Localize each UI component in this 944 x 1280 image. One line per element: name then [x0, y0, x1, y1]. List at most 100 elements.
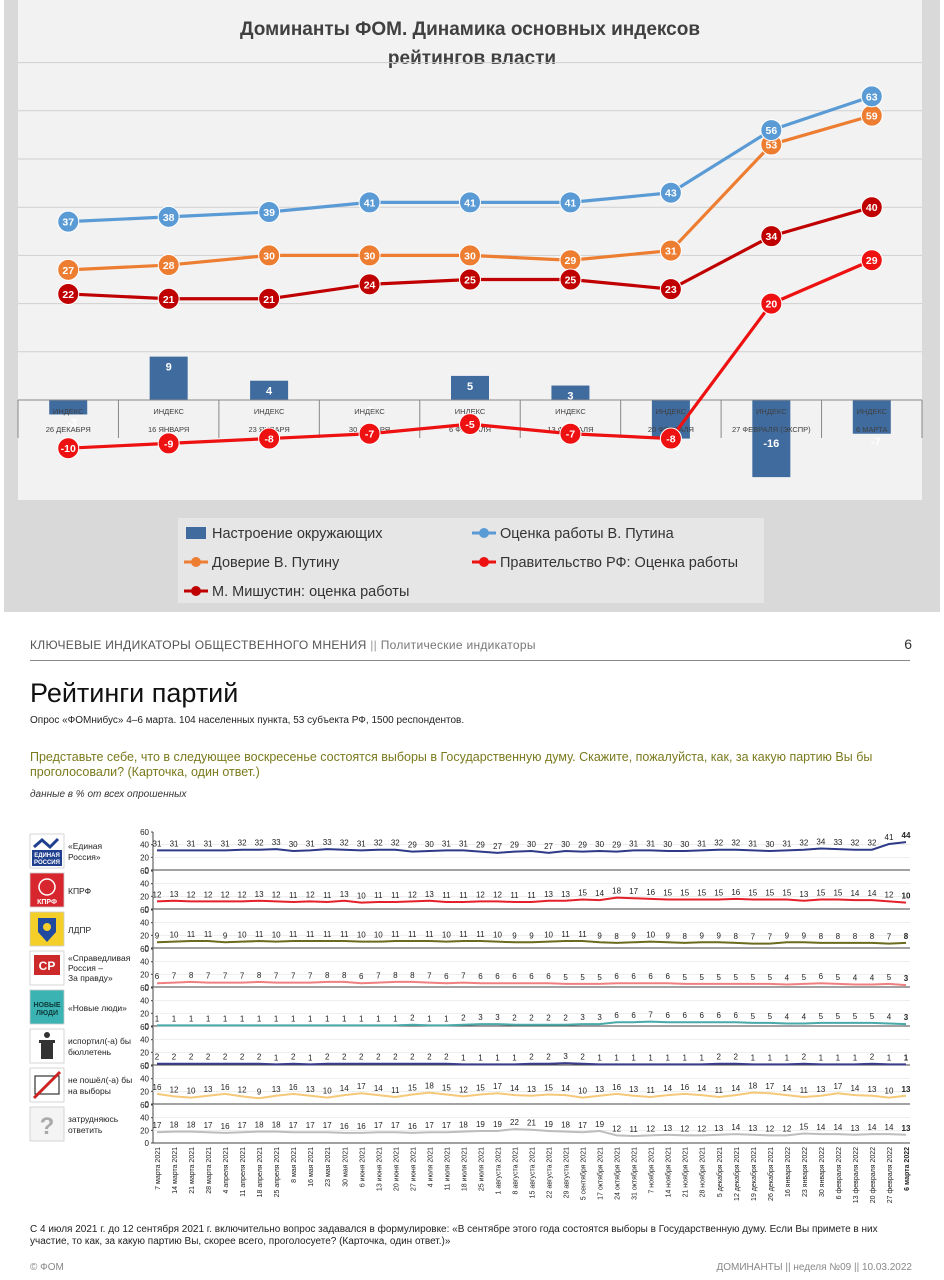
line-point	[559, 191, 582, 214]
party-value-label: 17	[442, 1121, 451, 1130]
party-value-label: 5	[836, 973, 841, 982]
party-value-label: 2	[342, 1053, 347, 1062]
party-value-label: 17	[493, 1082, 502, 1091]
line-point	[659, 427, 682, 450]
line-point-label: 34	[765, 231, 777, 243]
party-value-label: 8	[734, 932, 739, 941]
party-value-label: 15	[782, 889, 791, 898]
y-tick-label: 60	[140, 984, 149, 993]
party-value-label: 30	[289, 840, 298, 849]
party-value-label: 33	[833, 838, 842, 847]
party-value-label: 7	[376, 972, 381, 981]
y-tick-label: 0	[145, 866, 150, 875]
party-value-label: 11	[459, 891, 468, 900]
party-value-label: 5	[734, 973, 739, 982]
party-value-label: 1	[648, 1053, 653, 1062]
party-value-label: 13	[544, 890, 553, 899]
party-value-label: 11	[425, 930, 434, 939]
line-point-label: 59	[866, 111, 878, 123]
party-value-label: 7	[308, 972, 313, 981]
party-value-label: 6	[529, 972, 534, 981]
line-point-label: 40	[866, 202, 878, 214]
page-title: Рейтинги партий	[30, 678, 239, 708]
party-value-label: 3	[904, 974, 909, 983]
party-value-label: 5	[870, 1012, 875, 1021]
party-value-label: 5	[887, 973, 892, 982]
party-value-label: 32	[850, 839, 859, 848]
party-label: «Справедливая	[68, 953, 131, 963]
line-point	[459, 413, 481, 436]
line-point-label: 53	[765, 140, 777, 152]
party-value-label: 6	[717, 1011, 722, 1020]
party-value-label: 4	[785, 973, 790, 982]
logo-text: СР	[39, 959, 56, 973]
party-value-label: 13	[595, 1085, 604, 1094]
party-value-label: 6	[648, 972, 653, 981]
category-index-word: ИНДЕКС	[455, 407, 486, 416]
bar-mood	[49, 400, 88, 415]
party-value-label: 17	[391, 1121, 400, 1130]
line-point-label: -9	[164, 438, 173, 450]
date-label: 20 февраля 2022	[870, 1147, 877, 1203]
party-value-label: 13	[340, 890, 349, 899]
party-label: «Новые люди»	[68, 1003, 127, 1013]
y-tick-label: 0	[145, 1022, 150, 1031]
party-value-label: 1	[836, 1053, 841, 1062]
party-value-label: 4	[870, 973, 875, 982]
party-value-label: 6	[700, 1011, 705, 1020]
party-value-label: 12	[153, 890, 162, 899]
week-info: ДОМИНАНТЫ || неделя №09 || 10.03.2022	[716, 1262, 912, 1273]
party-value-label: 29	[476, 841, 485, 850]
party-value-label: 4	[785, 1012, 790, 1021]
party-value-label: 5	[768, 1012, 773, 1021]
party-value-label: 8	[614, 932, 619, 941]
party-value-label: 11	[715, 1086, 724, 1095]
bar-label: 0	[366, 405, 372, 417]
party-value-label: 31	[782, 839, 791, 848]
date-label: 1 августа 2021	[495, 1147, 502, 1195]
date-label: 14 ноября 2021	[665, 1147, 673, 1198]
date-label: 5 декабря 2021	[716, 1147, 724, 1197]
date-label: 31 октября 2021	[631, 1147, 639, 1200]
party-value-label: 12	[680, 1124, 689, 1133]
date-label: 29 августа 2021	[564, 1147, 571, 1198]
party-line	[156, 940, 907, 945]
line-point	[358, 273, 381, 296]
party-value-label: 7	[461, 972, 466, 981]
party-value-label: 2	[580, 1053, 585, 1062]
party-value-label: 13	[868, 1085, 877, 1094]
line-point	[57, 437, 80, 460]
party-value-label: 33	[323, 838, 332, 847]
date-label: 27 июня 2021	[410, 1147, 417, 1191]
party-value-label: 9	[223, 931, 228, 940]
y-tick-label: 20	[140, 1048, 149, 1057]
party-value-label: 1	[631, 1053, 636, 1062]
party-value-label: 13	[255, 890, 264, 899]
party-value-label: 11	[374, 891, 383, 900]
line-point-label: -8	[666, 434, 675, 446]
party-value-label: 13	[425, 890, 434, 899]
logo-text: РОССИЯ	[34, 860, 60, 866]
party-value-label: 5	[853, 1012, 858, 1021]
person-icon	[44, 1032, 50, 1038]
line-point	[157, 205, 180, 228]
party-value-label: 19	[476, 1120, 485, 1129]
category-index-word: ИНДЕКС	[555, 407, 586, 416]
date-label: 8 мая 2021	[291, 1147, 298, 1183]
party-value-label: 13	[561, 890, 570, 899]
line-point	[57, 210, 80, 233]
date-label: 15 августа 2021	[530, 1147, 537, 1198]
party-value-label: 30	[595, 840, 604, 849]
party-value-label: 1	[308, 1014, 313, 1023]
party-value-label: 5	[751, 973, 756, 982]
date-label: 17 октября 2021	[597, 1147, 605, 1200]
party-value-label: 2	[734, 1053, 739, 1062]
date-label: 23 мая 2021	[325, 1147, 332, 1187]
party-value-label: 15	[663, 889, 672, 898]
party-value-label: 12	[612, 1124, 621, 1133]
party-value-label: 12	[221, 890, 230, 899]
party-value-label: 12	[459, 1085, 468, 1094]
party-value-label: 14	[340, 1084, 349, 1093]
prohibited-icon	[32, 1070, 62, 1100]
